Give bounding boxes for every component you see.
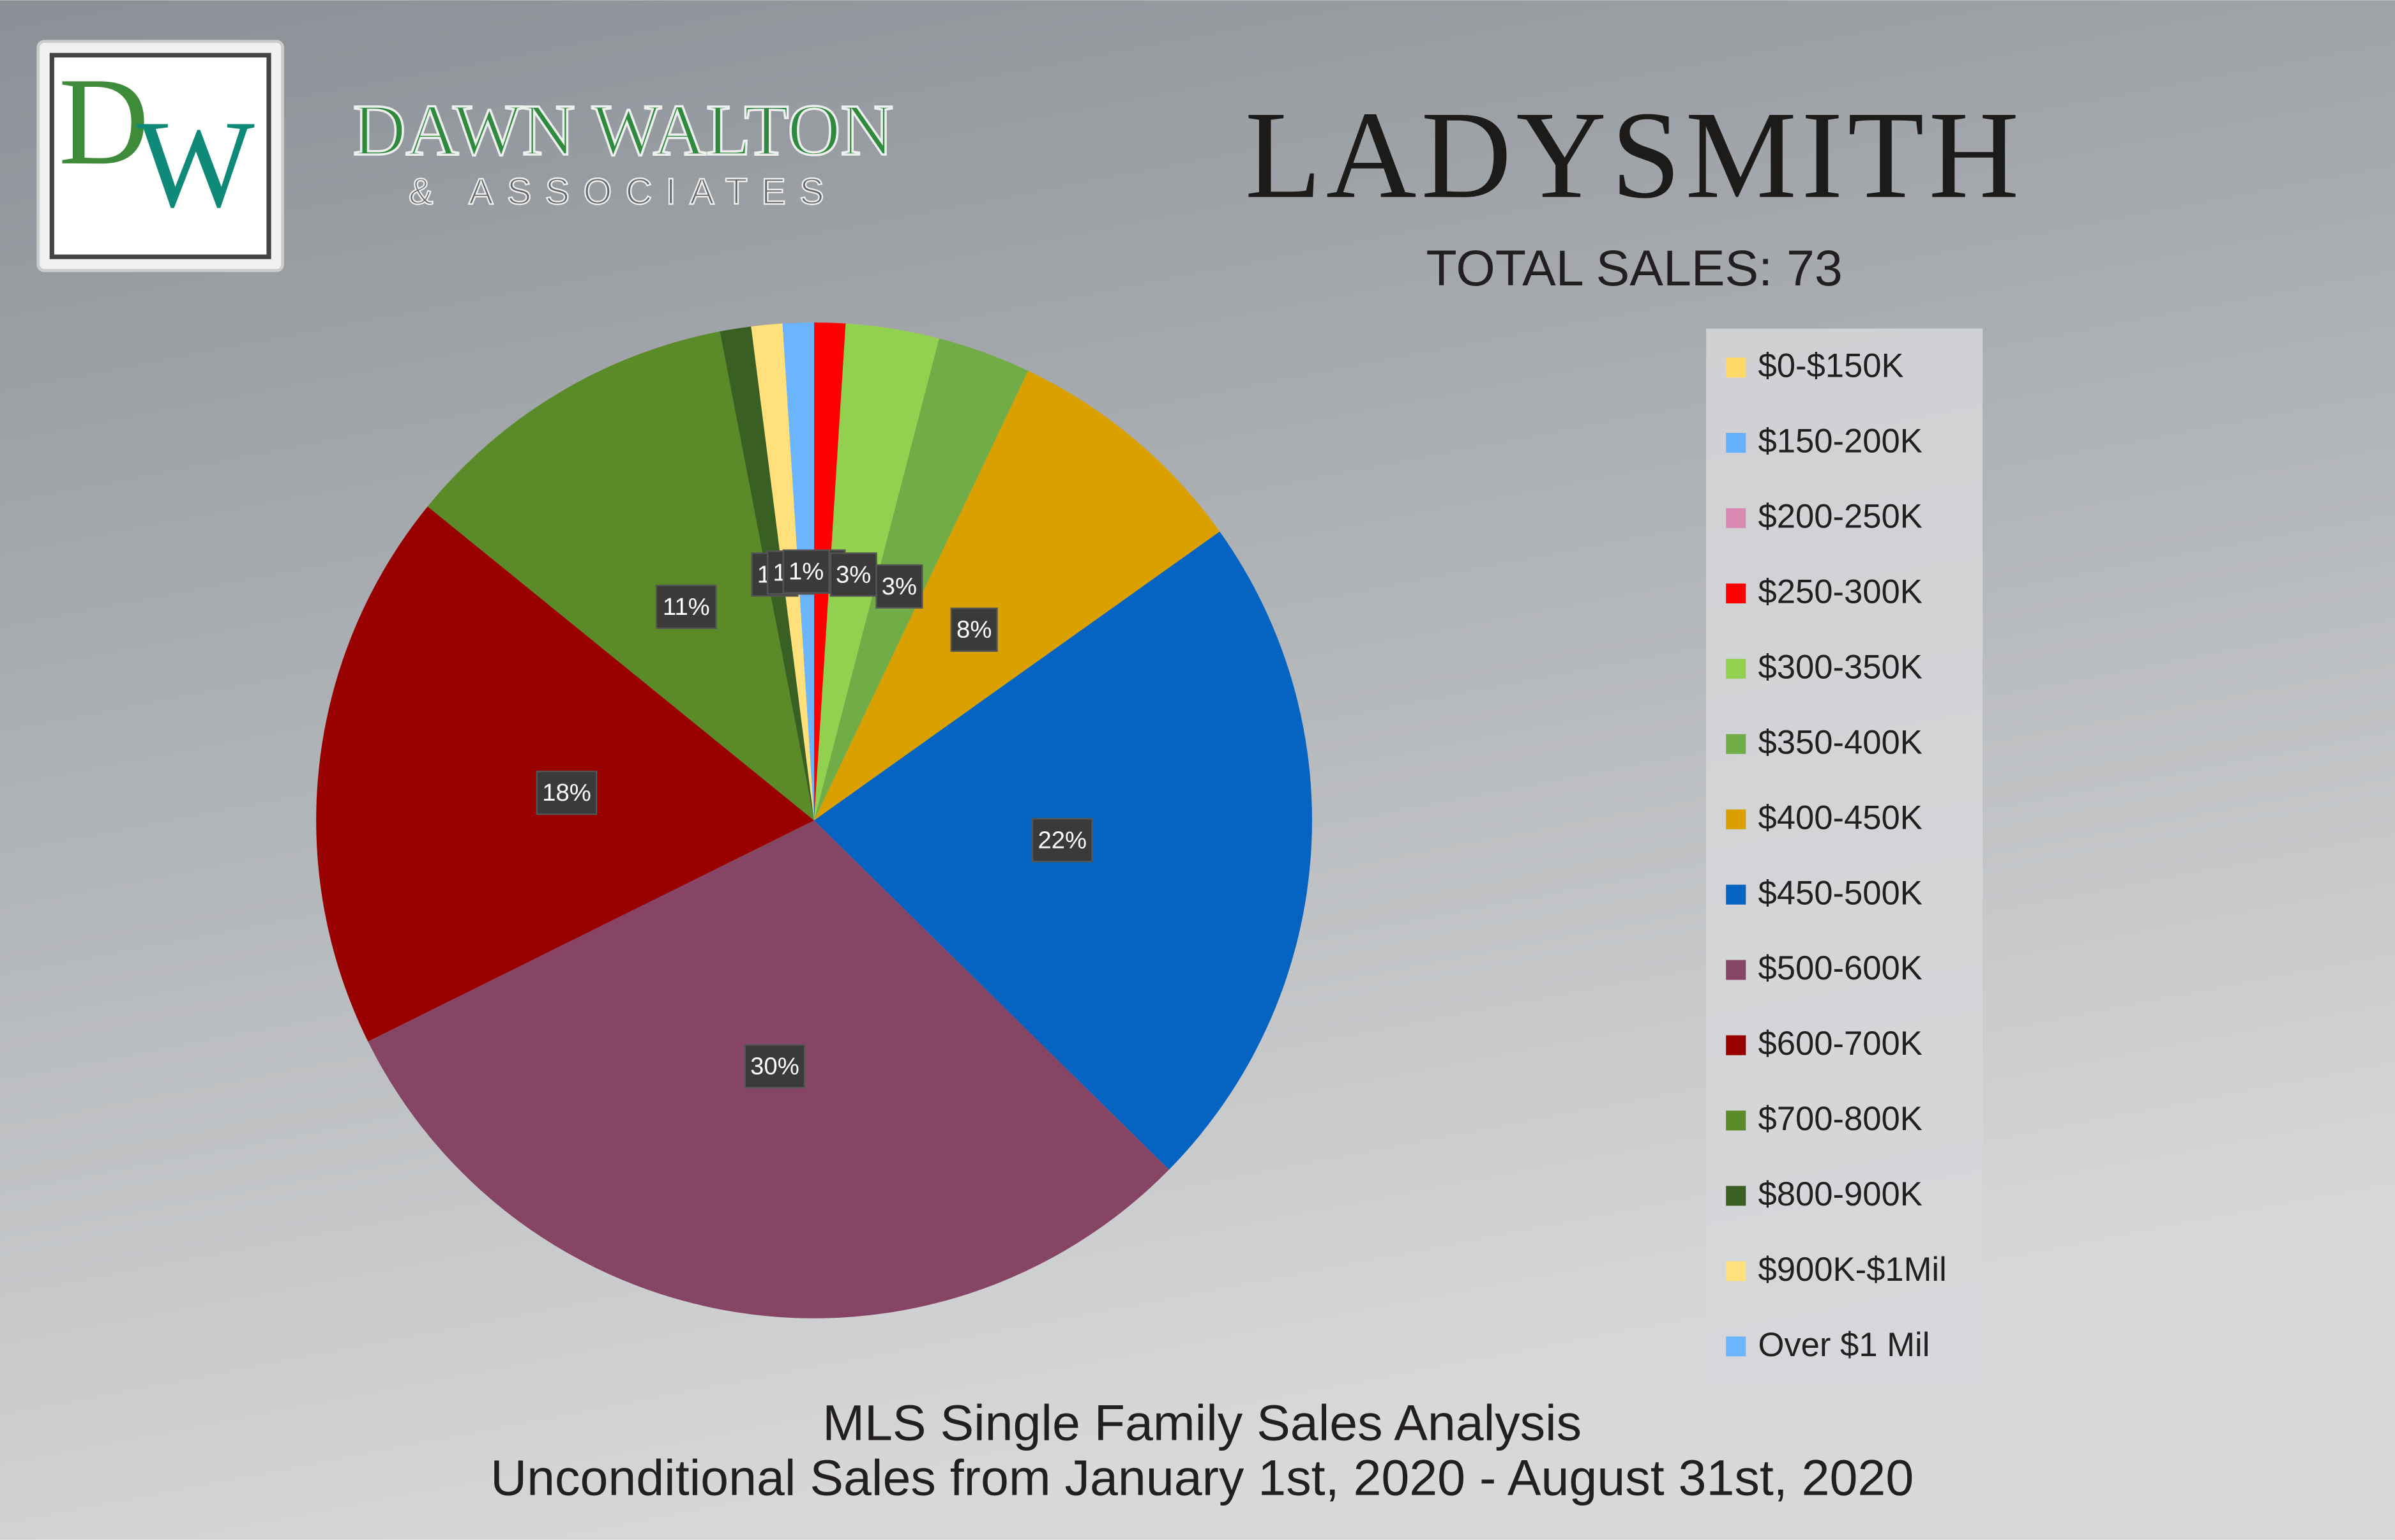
data-label: 8% xyxy=(956,616,992,644)
legend-swatch xyxy=(1726,809,1746,829)
legend-swatch xyxy=(1726,658,1746,679)
legend-label: $500-600K xyxy=(1758,949,1922,987)
logo-name: DAWN WALTON xyxy=(353,89,894,170)
legend-label: $0-$150K xyxy=(1758,347,1903,385)
legend-swatch xyxy=(1726,508,1746,529)
data-label-box xyxy=(744,1044,806,1089)
legend-box xyxy=(1706,328,1983,1383)
legend-label: $600-700K xyxy=(1758,1025,1922,1062)
logo-tagline: & ASSOCIATES xyxy=(409,171,838,212)
legend-swatch xyxy=(1726,734,1746,754)
data-label-box xyxy=(1031,818,1093,863)
chart-title: LADYSMITH xyxy=(1245,86,2024,224)
legend-label: $250-300K xyxy=(1758,573,1922,611)
legend-swatch xyxy=(1726,1035,1746,1055)
legend-label: $800-900K xyxy=(1758,1175,1922,1213)
legend-label: $450-500K xyxy=(1758,874,1922,912)
logo-letter: D xyxy=(59,52,149,191)
data-label-box xyxy=(655,584,717,630)
data-label-box xyxy=(875,564,923,609)
data-label: 30% xyxy=(750,1052,799,1080)
legend-swatch xyxy=(1726,358,1746,378)
pie-slice xyxy=(427,331,815,820)
data-label: 3% xyxy=(882,573,917,600)
legend-swatch xyxy=(1726,1336,1746,1357)
legend-swatch xyxy=(1726,433,1746,453)
legend-label: Over $1 Mil xyxy=(1758,1326,1930,1364)
legend-label: $700-800K xyxy=(1758,1100,1922,1138)
legend-swatch xyxy=(1726,1261,1746,1281)
legend-label: $900K-$1Mil xyxy=(1758,1251,1946,1288)
legend-label: $400-450K xyxy=(1758,799,1922,836)
chart-subtitle: TOTAL SALES: 73 xyxy=(1426,240,1843,296)
logo-letter: W xyxy=(137,95,255,234)
data-label-box xyxy=(829,552,877,597)
data-label: 3% xyxy=(836,561,871,588)
legend-label: $350-400K xyxy=(1758,723,1922,761)
logo-box xyxy=(49,52,271,259)
pie-slice xyxy=(814,370,1220,820)
legend-label: $300-350K xyxy=(1758,648,1922,686)
legend-label: $200-250K xyxy=(1758,498,1922,536)
legend-swatch xyxy=(1726,960,1746,980)
data-label-box xyxy=(950,607,998,652)
data-label: 18% xyxy=(542,779,591,806)
legend-swatch xyxy=(1726,1186,1746,1206)
data-label-box xyxy=(782,549,830,594)
legend-swatch xyxy=(1726,884,1746,905)
legend-swatch xyxy=(1726,1110,1746,1131)
footer-line: Unconditional Sales from January 1st, 20… xyxy=(490,1450,1914,1506)
data-label: 1% xyxy=(789,558,824,585)
data-label: 22% xyxy=(1038,826,1087,854)
legend-swatch xyxy=(1726,583,1746,604)
data-label-box xyxy=(536,771,598,815)
footer-line: MLS Single Family Sales Analysis xyxy=(822,1395,1582,1451)
legend-label: $150-200K xyxy=(1758,423,1922,460)
data-label: 11% xyxy=(663,593,710,621)
